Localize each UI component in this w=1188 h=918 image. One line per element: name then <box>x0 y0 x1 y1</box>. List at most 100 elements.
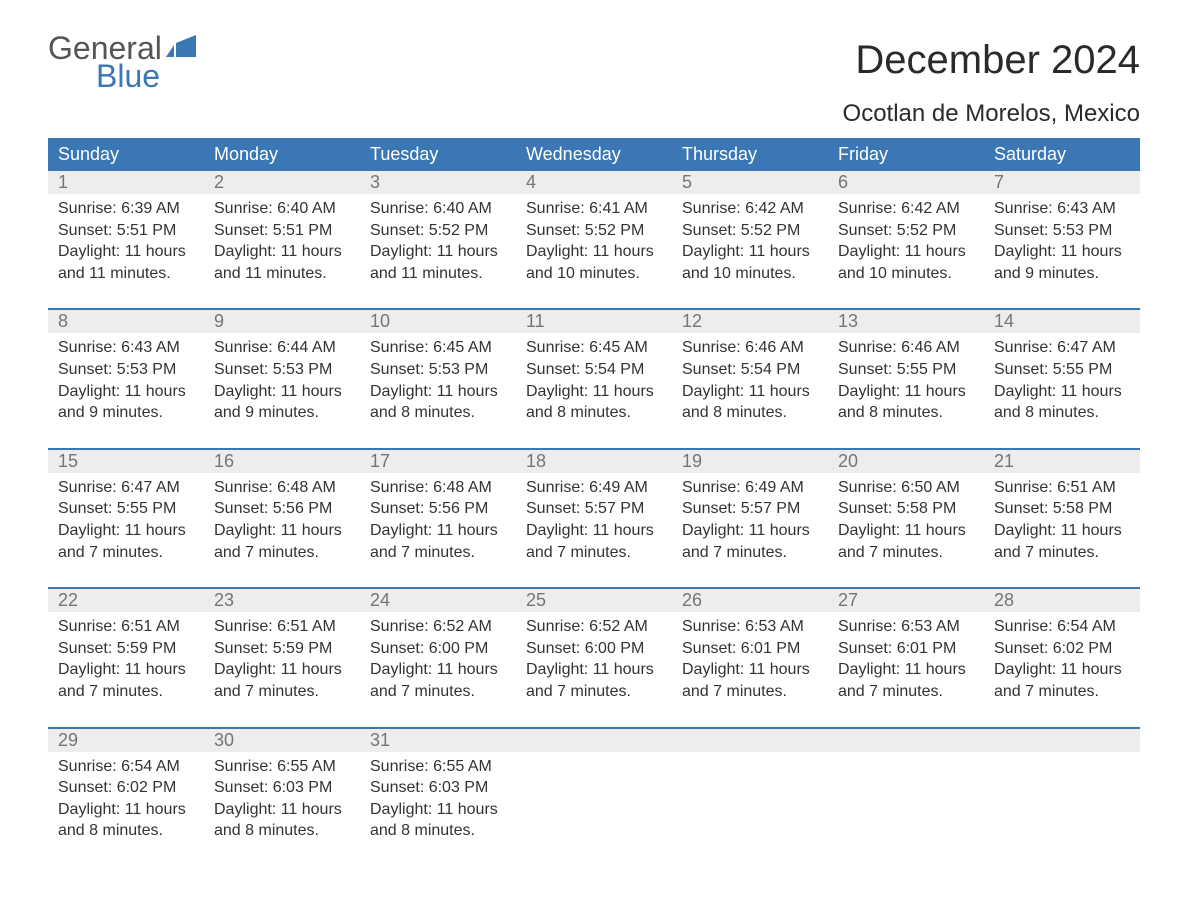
day-cell: Sunrise: 6:50 AMSunset: 5:58 PMDaylight:… <box>828 473 984 587</box>
day-number: 19 <box>672 450 828 473</box>
daylight-line: Daylight: 11 hours and 7 minutes. <box>994 520 1130 563</box>
daylight-line: Daylight: 11 hours and 7 minutes. <box>214 659 350 702</box>
sunrise-line: Sunrise: 6:45 AM <box>370 337 506 359</box>
logo-flag-icon <box>166 30 196 62</box>
day-number: 5 <box>672 171 828 194</box>
daylight-line: Daylight: 11 hours and 10 minutes. <box>838 241 974 284</box>
sunset-line: Sunset: 5:55 PM <box>838 359 974 381</box>
daylight-line: Daylight: 11 hours and 7 minutes. <box>214 520 350 563</box>
day-cell: Sunrise: 6:51 AMSunset: 5:59 PMDaylight:… <box>204 612 360 726</box>
daylight-line: Daylight: 11 hours and 7 minutes. <box>838 520 974 563</box>
sunrise-line: Sunrise: 6:45 AM <box>526 337 662 359</box>
daylight-line: Daylight: 11 hours and 8 minutes. <box>370 799 506 842</box>
sunset-line: Sunset: 6:02 PM <box>58 777 194 799</box>
day-number: 21 <box>984 450 1140 473</box>
day-cell: Sunrise: 6:40 AMSunset: 5:52 PMDaylight:… <box>360 194 516 308</box>
sunrise-line: Sunrise: 6:43 AM <box>58 337 194 359</box>
sunrise-line: Sunrise: 6:40 AM <box>214 198 350 220</box>
day-cell: Sunrise: 6:46 AMSunset: 5:54 PMDaylight:… <box>672 333 828 447</box>
sunset-line: Sunset: 5:53 PM <box>58 359 194 381</box>
day-number: 22 <box>48 589 204 612</box>
day-number: 25 <box>516 589 672 612</box>
sunrise-line: Sunrise: 6:42 AM <box>838 198 974 220</box>
day-number: 8 <box>48 310 204 333</box>
day-number: 23 <box>204 589 360 612</box>
weekday-header: Friday <box>828 138 984 171</box>
day-cell: Sunrise: 6:51 AMSunset: 5:59 PMDaylight:… <box>48 612 204 726</box>
daylight-line: Daylight: 11 hours and 9 minutes. <box>214 381 350 424</box>
calendar-week: 22232425262728Sunrise: 6:51 AMSunset: 5:… <box>48 587 1140 726</box>
sunset-line: Sunset: 5:52 PM <box>370 220 506 242</box>
day-number: 3 <box>360 171 516 194</box>
daylight-line: Daylight: 11 hours and 11 minutes. <box>58 241 194 284</box>
daylight-line: Daylight: 11 hours and 8 minutes. <box>370 381 506 424</box>
day-cell: Sunrise: 6:49 AMSunset: 5:57 PMDaylight:… <box>516 473 672 587</box>
sunset-line: Sunset: 5:53 PM <box>214 359 350 381</box>
day-number: 17 <box>360 450 516 473</box>
daylight-line: Daylight: 11 hours and 9 minutes. <box>994 241 1130 284</box>
daylight-line: Daylight: 11 hours and 11 minutes. <box>370 241 506 284</box>
daylight-line: Daylight: 11 hours and 10 minutes. <box>526 241 662 284</box>
day-cell: Sunrise: 6:55 AMSunset: 6:03 PMDaylight:… <box>204 752 360 866</box>
calendar-week: 891011121314Sunrise: 6:43 AMSunset: 5:53… <box>48 308 1140 447</box>
day-cell: Sunrise: 6:43 AMSunset: 5:53 PMDaylight:… <box>48 333 204 447</box>
daylight-line: Daylight: 11 hours and 7 minutes. <box>370 659 506 702</box>
day-cell: Sunrise: 6:47 AMSunset: 5:55 PMDaylight:… <box>48 473 204 587</box>
sunset-line: Sunset: 6:00 PM <box>526 638 662 660</box>
sunrise-line: Sunrise: 6:52 AM <box>370 616 506 638</box>
sunrise-line: Sunrise: 6:43 AM <box>994 198 1130 220</box>
sunrise-line: Sunrise: 6:41 AM <box>526 198 662 220</box>
sunset-line: Sunset: 5:59 PM <box>214 638 350 660</box>
calendar-week: 1234567Sunrise: 6:39 AMSunset: 5:51 PMDa… <box>48 171 1140 308</box>
daylight-line: Daylight: 11 hours and 8 minutes. <box>682 381 818 424</box>
sunrise-line: Sunrise: 6:55 AM <box>214 756 350 778</box>
sunset-line: Sunset: 5:54 PM <box>682 359 818 381</box>
day-cell: Sunrise: 6:55 AMSunset: 6:03 PMDaylight:… <box>360 752 516 866</box>
day-cell: Sunrise: 6:45 AMSunset: 5:54 PMDaylight:… <box>516 333 672 447</box>
location: Ocotlan de Morelos, Mexico <box>48 100 1140 128</box>
sunrise-line: Sunrise: 6:55 AM <box>370 756 506 778</box>
sunset-line: Sunset: 6:03 PM <box>370 777 506 799</box>
weekday-header: Tuesday <box>360 138 516 171</box>
day-number: 11 <box>516 310 672 333</box>
sunrise-line: Sunrise: 6:53 AM <box>838 616 974 638</box>
sunrise-line: Sunrise: 6:40 AM <box>370 198 506 220</box>
day-number: 27 <box>828 589 984 612</box>
sunset-line: Sunset: 5:54 PM <box>526 359 662 381</box>
day-number: 12 <box>672 310 828 333</box>
day-number: 24 <box>360 589 516 612</box>
calendar-week: 293031Sunrise: 6:54 AMSunset: 6:02 PMDay… <box>48 727 1140 866</box>
logo: General Blue <box>48 30 196 92</box>
day-cell <box>984 752 1140 866</box>
daylight-line: Daylight: 11 hours and 7 minutes. <box>682 659 818 702</box>
day-cell <box>672 752 828 866</box>
daylight-line: Daylight: 11 hours and 7 minutes. <box>682 520 818 563</box>
day-number <box>672 729 828 752</box>
daylight-line: Daylight: 11 hours and 7 minutes. <box>526 659 662 702</box>
day-cell: Sunrise: 6:52 AMSunset: 6:00 PMDaylight:… <box>360 612 516 726</box>
sunset-line: Sunset: 5:58 PM <box>838 498 974 520</box>
sunrise-line: Sunrise: 6:53 AM <box>682 616 818 638</box>
day-cell: Sunrise: 6:39 AMSunset: 5:51 PMDaylight:… <box>48 194 204 308</box>
day-cell: Sunrise: 6:45 AMSunset: 5:53 PMDaylight:… <box>360 333 516 447</box>
sunset-line: Sunset: 5:53 PM <box>994 220 1130 242</box>
sunset-line: Sunset: 6:01 PM <box>838 638 974 660</box>
sunrise-line: Sunrise: 6:50 AM <box>838 477 974 499</box>
day-cell: Sunrise: 6:47 AMSunset: 5:55 PMDaylight:… <box>984 333 1140 447</box>
day-cell: Sunrise: 6:53 AMSunset: 6:01 PMDaylight:… <box>828 612 984 726</box>
sunrise-line: Sunrise: 6:46 AM <box>838 337 974 359</box>
sunset-line: Sunset: 5:51 PM <box>214 220 350 242</box>
calendar-week: 15161718192021Sunrise: 6:47 AMSunset: 5:… <box>48 448 1140 587</box>
day-cell <box>516 752 672 866</box>
sunrise-line: Sunrise: 6:47 AM <box>58 477 194 499</box>
day-cell: Sunrise: 6:44 AMSunset: 5:53 PMDaylight:… <box>204 333 360 447</box>
sunset-line: Sunset: 5:58 PM <box>994 498 1130 520</box>
day-number-row: 22232425262728 <box>48 589 1140 612</box>
day-cell: Sunrise: 6:41 AMSunset: 5:52 PMDaylight:… <box>516 194 672 308</box>
daylight-line: Daylight: 11 hours and 7 minutes. <box>838 659 974 702</box>
daylight-line: Daylight: 11 hours and 8 minutes. <box>838 381 974 424</box>
day-number-row: 15161718192021 <box>48 450 1140 473</box>
day-number: 2 <box>204 171 360 194</box>
day-cell: Sunrise: 6:49 AMSunset: 5:57 PMDaylight:… <box>672 473 828 587</box>
day-number: 16 <box>204 450 360 473</box>
